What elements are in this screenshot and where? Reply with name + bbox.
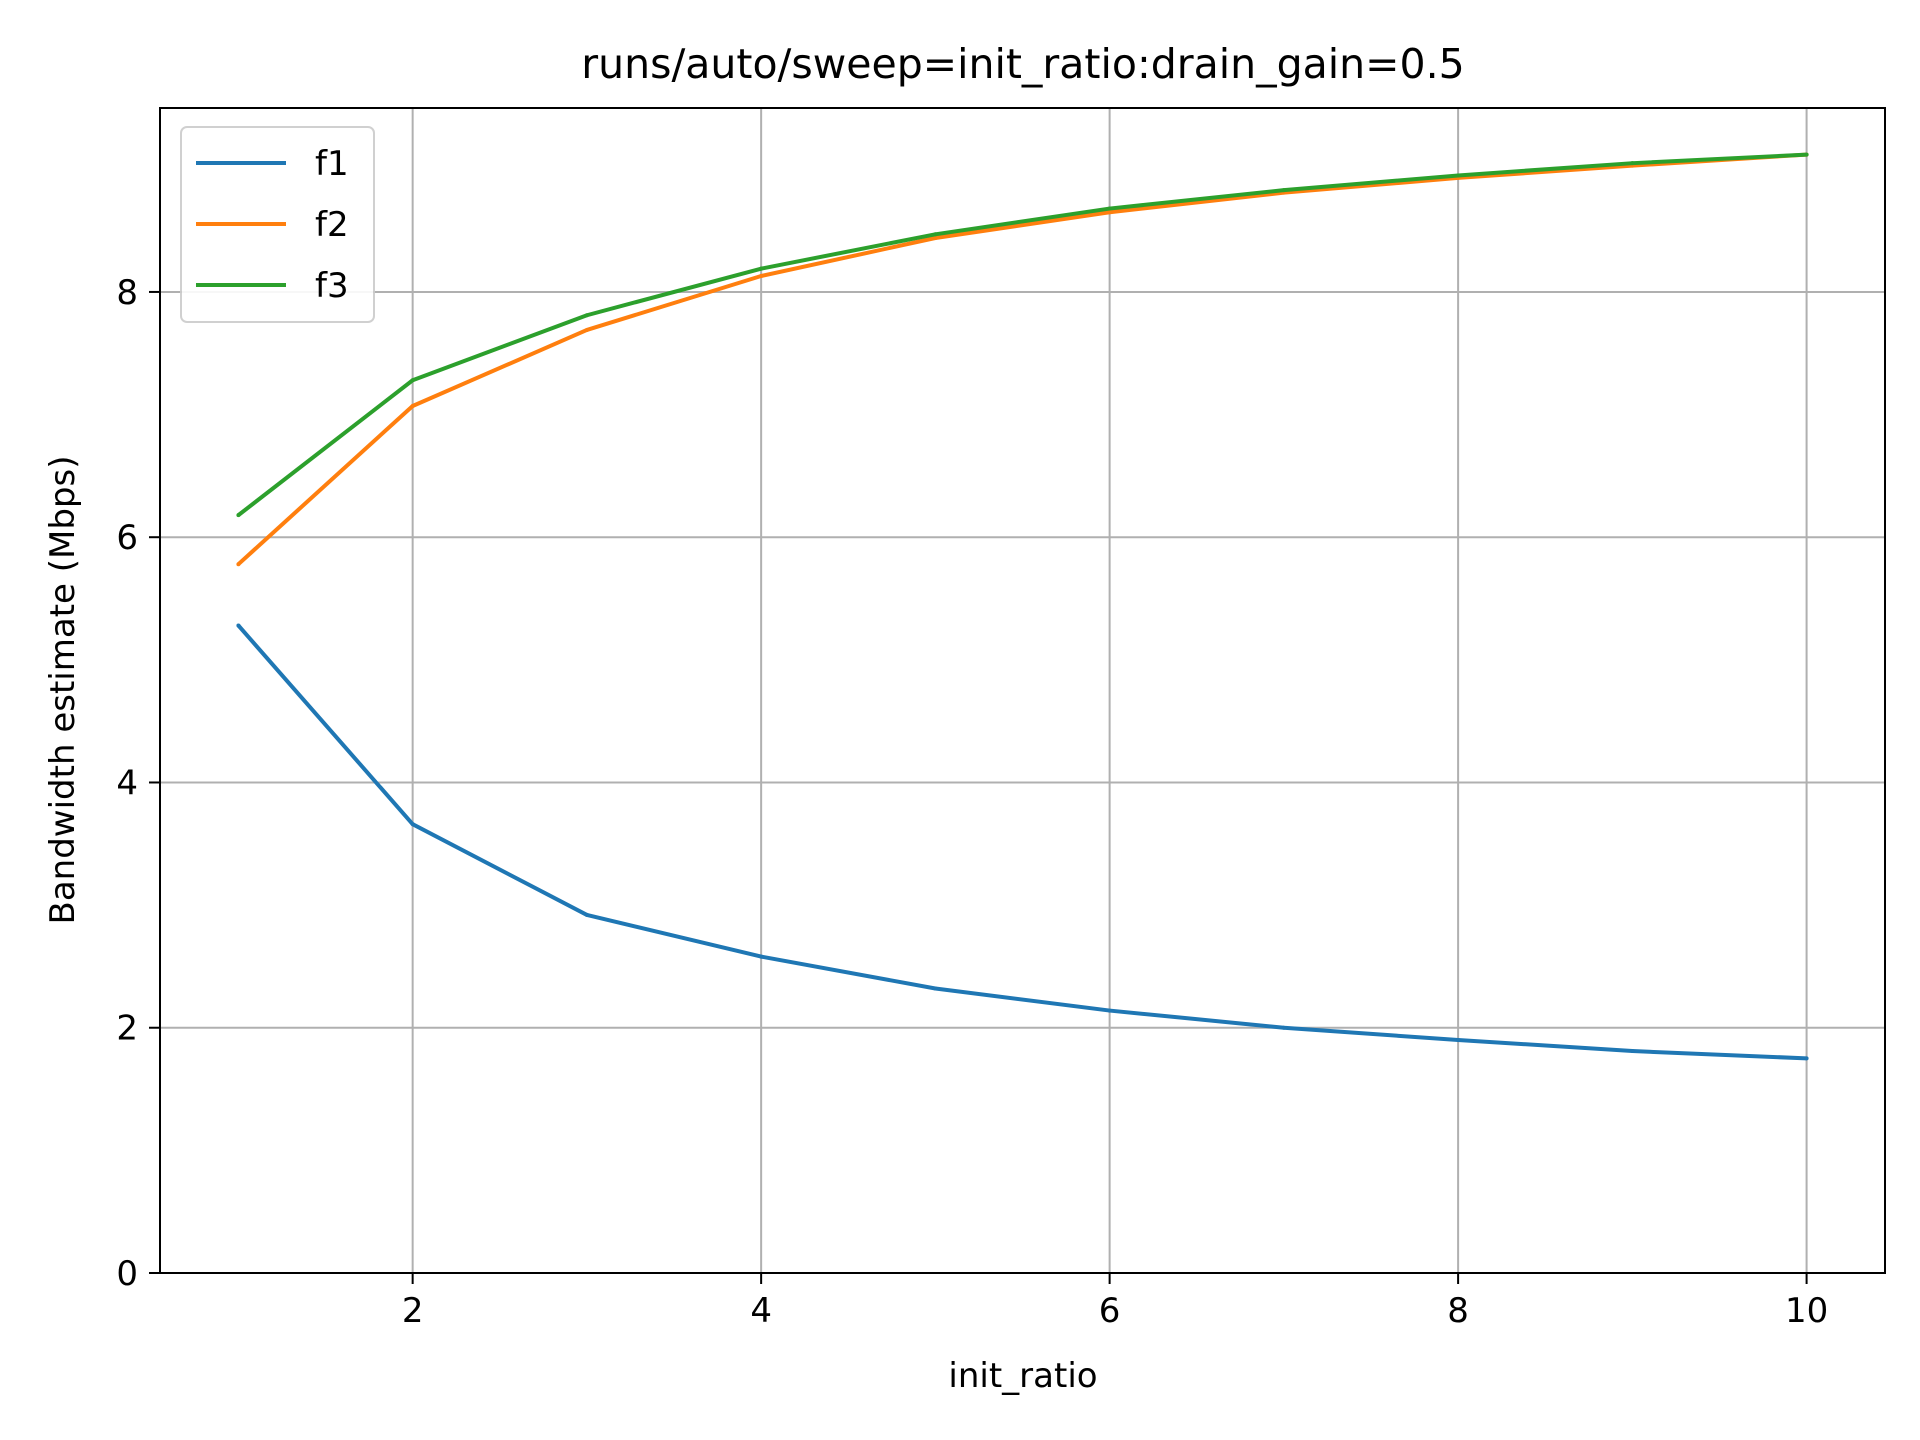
y-tick-label: 4 xyxy=(116,763,138,803)
data-point-f1 xyxy=(1804,1056,1809,1061)
series-line-f2 xyxy=(237,152,1807,566)
data-point-f1 xyxy=(759,954,764,959)
x-tick-label: 2 xyxy=(402,1291,424,1331)
series-line-f1 xyxy=(236,624,1807,1061)
data-point-f2 xyxy=(933,235,938,240)
y-tick-label: 2 xyxy=(116,1009,138,1049)
y-tick-label: 0 xyxy=(116,1254,138,1294)
data-point-f1 xyxy=(1107,1008,1112,1013)
data-point-f3 xyxy=(1281,188,1286,193)
chart-title: runs/auto/sweep=init_ratio:drain_gain=0.… xyxy=(581,40,1464,88)
y-axis-label: Bandwidth estimate (Mbps) xyxy=(43,456,83,925)
data-point-f1 xyxy=(1456,1038,1461,1042)
x-tick-label: 8 xyxy=(1447,1291,1469,1331)
x-axis-label: init_ratio xyxy=(948,1356,1097,1396)
legend-label-f1: f1 xyxy=(315,144,349,184)
data-point-f3 xyxy=(1630,161,1635,166)
y-tick-label: 6 xyxy=(116,518,138,558)
data-point-f3 xyxy=(410,378,415,383)
data-point-f1 xyxy=(1281,1025,1286,1030)
data-point-f1 xyxy=(410,822,415,827)
plot-area-frame xyxy=(159,107,1886,1274)
data-point-f1 xyxy=(584,912,589,917)
data-point-f3 xyxy=(1107,206,1112,211)
y-tick-label: 8 xyxy=(116,273,138,313)
x-tick-label: 4 xyxy=(750,1291,772,1331)
data-point-f2 xyxy=(759,274,764,279)
series-lines xyxy=(236,152,1809,1061)
legend: f1 f2 f3 xyxy=(180,126,375,323)
legend-label-f3: f3 xyxy=(315,266,349,306)
data-point-f2 xyxy=(1107,210,1112,215)
data-point-f3 xyxy=(1456,173,1461,178)
data-point-f3 xyxy=(236,513,241,518)
data-point-f1 xyxy=(933,986,938,991)
data-point-f1 xyxy=(236,623,241,628)
data-point-f3 xyxy=(759,266,764,271)
data-point-f2 xyxy=(236,562,241,567)
x-tick-label: 10 xyxy=(1785,1291,1828,1331)
data-point-f3 xyxy=(1804,152,1809,157)
data-point-f1 xyxy=(1630,1049,1635,1054)
series-line-f3 xyxy=(237,152,1807,517)
data-point-f2 xyxy=(410,403,415,408)
data-point-f3 xyxy=(933,232,938,237)
data-point-f3 xyxy=(584,313,589,318)
x-tick-label: 6 xyxy=(1099,1291,1121,1331)
legend-label-f2: f2 xyxy=(315,205,349,245)
data-point-f2 xyxy=(584,327,589,332)
axis-ticks: 2 4 6 8 10 0 2 4 6 8 xyxy=(116,273,1828,1331)
